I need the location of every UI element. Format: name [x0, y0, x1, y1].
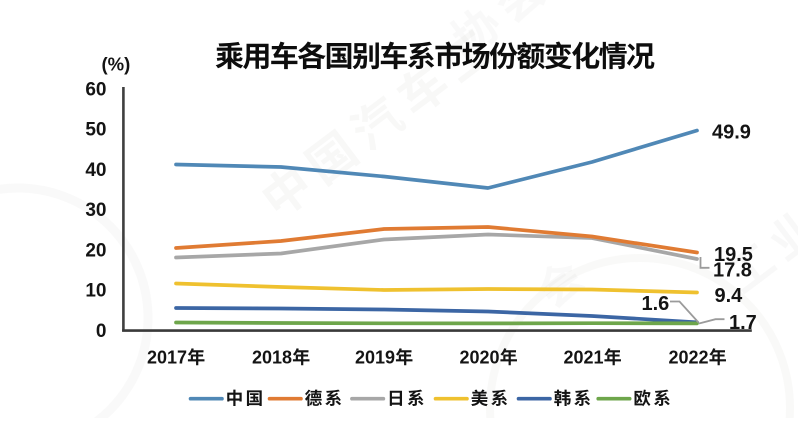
- svg-text:50: 50: [85, 120, 106, 141]
- svg-text:2017: 2017: [147, 348, 187, 368]
- svg-text:2020: 2020: [460, 348, 500, 368]
- svg-text:60: 60: [85, 79, 106, 100]
- svg-text:(%): (%): [102, 53, 131, 74]
- svg-text:2019: 2019: [355, 348, 395, 368]
- svg-text:0: 0: [96, 321, 107, 342]
- svg-text:17.8: 17.8: [713, 260, 752, 282]
- svg-text:10: 10: [85, 281, 106, 302]
- svg-text:9.4: 9.4: [715, 285, 744, 307]
- svg-text:2018: 2018: [252, 348, 292, 368]
- svg-text:30: 30: [85, 200, 106, 221]
- svg-text:1.6: 1.6: [642, 293, 670, 315]
- svg-text:40: 40: [85, 160, 106, 181]
- svg-text:49.9: 49.9: [712, 122, 751, 144]
- svg-text:20: 20: [85, 241, 106, 262]
- svg-text:19.5: 19.5: [714, 244, 753, 266]
- svg-text:2022: 2022: [669, 348, 709, 368]
- svg-text:1.7: 1.7: [729, 312, 757, 334]
- svg-text:2021: 2021: [564, 348, 604, 368]
